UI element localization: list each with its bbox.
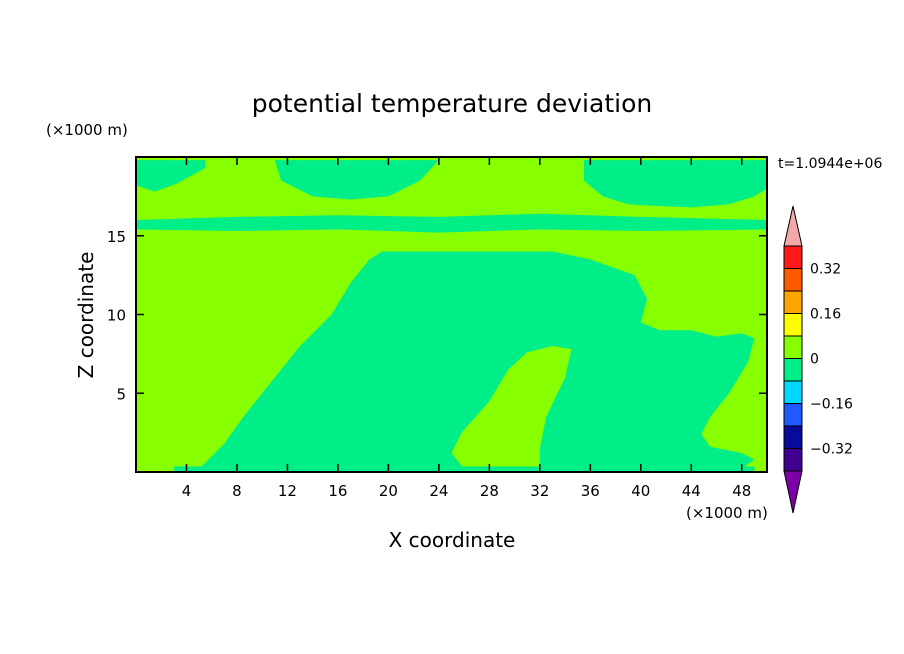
region-tropopause-layer [136, 213, 767, 233]
x-tick-label: 24 [429, 482, 448, 500]
colorbar-over-arrow [783, 205, 803, 247]
x-tick-label: 40 [631, 482, 650, 500]
x-axis: 4 8 12 16 20 24 28 32 36 40 44 48 [182, 157, 751, 500]
y-tick-label: 15 [107, 228, 126, 246]
colorbar-label: 0 [810, 352, 819, 368]
region-upper-center-anomaly [274, 160, 439, 200]
x-axis-label: X coordinate [389, 528, 516, 552]
colorbar-segment [783, 425, 803, 449]
x-tick-label: 32 [530, 482, 549, 500]
y-axis-unit: (×1000 m) [46, 121, 128, 139]
colorbar-label: 0.16 [810, 307, 841, 323]
colorbar-segment [783, 448, 803, 472]
x-tick-label: 48 [732, 482, 751, 500]
x-tick-label: 12 [278, 482, 297, 500]
colorbar-segment [783, 380, 803, 404]
y-axis-label: Z coordinate [74, 252, 98, 379]
y-axis: 5 10 15 [107, 228, 767, 403]
colorbar-under-arrow [783, 470, 803, 514]
colorbar-segment [783, 335, 803, 359]
region-central-negative-anomaly [199, 251, 755, 469]
region-upper-right-anomaly [584, 160, 767, 208]
x-axis-unit: (×1000 m) [686, 504, 768, 522]
y-tick-label: 10 [107, 307, 126, 325]
plot-area [135, 156, 768, 473]
x-tick-label: 16 [328, 482, 347, 500]
colorbar-label: −0.32 [810, 442, 853, 458]
colorbar-segment [783, 245, 803, 269]
chart-title: potential temperature deviation [252, 89, 652, 118]
x-tick-label: 20 [379, 482, 398, 500]
x-tick-label: 8 [232, 482, 242, 500]
colorbar-label: −0.16 [810, 397, 853, 413]
colorbar: 0.32 0.16 0 −0.16 −0.32 [783, 205, 853, 514]
x-tick-label: 4 [182, 482, 192, 500]
x-tick-label: 28 [480, 482, 499, 500]
x-tick-label: 44 [682, 482, 701, 500]
y-tick-label: 5 [116, 385, 126, 403]
colorbar-segment [783, 358, 803, 382]
time-label: t=1.0944e+06 [778, 156, 882, 172]
region-bottom-boundary-strip [173, 466, 755, 472]
region-upper-left-anomaly [136, 160, 206, 192]
colorbar-segment [783, 313, 803, 337]
colorbar-segment [783, 403, 803, 427]
x-tick-label: 36 [581, 482, 600, 500]
contour-regions [136, 160, 767, 472]
colorbar-segment [783, 268, 803, 292]
colorbar-label: 0.32 [810, 262, 841, 278]
region-central-positive-plume [451, 346, 572, 469]
colorbar-segment [783, 290, 803, 314]
